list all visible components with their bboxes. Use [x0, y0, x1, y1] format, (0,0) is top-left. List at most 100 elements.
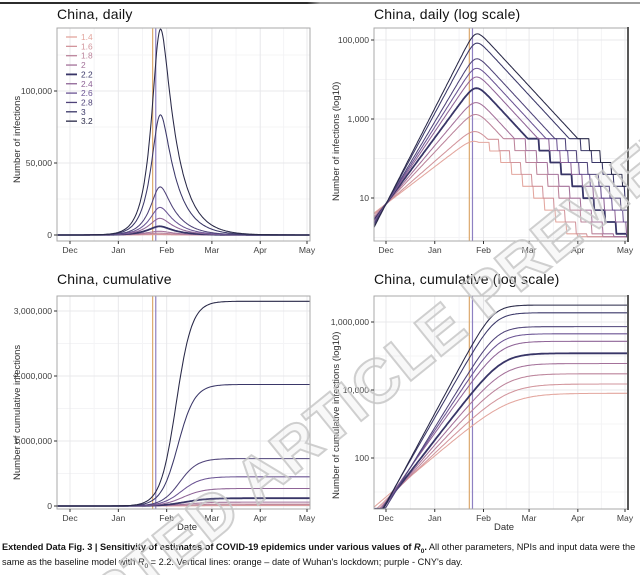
- series-line-r0-2.8: [57, 186, 310, 236]
- series-line-r0-2.4: [374, 340, 628, 509]
- x-tick-label: Dec: [62, 513, 78, 523]
- panel-1: Dec Jan Feb Mar Apr May 10 1,000 100,000: [338, 27, 634, 255]
- x-tick-label: Mar: [204, 513, 219, 523]
- x-tick-label: Feb: [159, 245, 174, 255]
- y-tick-label: 100,000: [21, 86, 52, 96]
- legend-label-r0-2.6: 2.6: [81, 88, 93, 98]
- y-tick-label: 1,000,000: [14, 436, 52, 446]
- x-tick-label: May: [617, 513, 634, 523]
- y-tick-label: 0: [47, 501, 52, 511]
- x-tick-label: Dec: [378, 245, 394, 255]
- y-tick-label: 1,000,000: [331, 317, 369, 327]
- series-line-r0-3.2: [374, 304, 628, 509]
- x-axis-label-cumulative-log: Date: [494, 522, 515, 533]
- panel-3: Dec Jan Feb Mar Apr May 100 10,000 1,000,000: [331, 295, 634, 523]
- series-line-r0-3: [374, 312, 628, 509]
- y-tick-label: 10,000: [343, 385, 370, 395]
- series-line-r0-3: [374, 42, 628, 228]
- curves: [374, 304, 628, 509]
- figure-caption: Extended Data Fig. 3 | Sensitivity of es…: [2, 542, 636, 571]
- x-tick-label: Jan: [111, 513, 125, 523]
- x-tick-label: Feb: [476, 245, 491, 255]
- panel-title-daily: China, daily: [57, 6, 133, 22]
- series-line-r0-3.2: [57, 300, 310, 507]
- series-line-r0-2.6: [374, 67, 628, 224]
- series-line-r0-2.6: [374, 333, 628, 509]
- x-tick-label: Jan: [111, 245, 125, 255]
- x-tick-label: Mar: [522, 245, 537, 255]
- series-line-r0-1.6: [374, 383, 628, 509]
- panel-border: [56, 295, 311, 510]
- series-line-r0-1.8: [374, 113, 628, 238]
- x-tick-label: Dec: [378, 513, 394, 523]
- y-axis-label-daily-log: Number of infections (log10): [331, 81, 342, 201]
- caption-r0-symbol-2: R: [137, 557, 145, 568]
- y-tick-label: 100: [355, 453, 370, 463]
- series-line-r0-2.4: [57, 487, 310, 507]
- caption-bold: Extended Data Fig. 3 | Sensitivity of es…: [2, 542, 415, 552]
- x-tick-label: Apr: [254, 245, 268, 255]
- x-axis-label-cumulative: Date: [177, 522, 198, 533]
- y-tick-label: 0: [47, 230, 52, 240]
- x-tick-label: Feb: [476, 513, 491, 523]
- curves: [57, 300, 310, 507]
- y-tick-label: 50,000: [26, 158, 53, 168]
- panel-title-daily-log: China, daily (log scale): [374, 6, 521, 22]
- legend-label-r0-2.2: 2.2: [81, 69, 93, 79]
- legend-label-r0-1.8: 1.8: [81, 51, 93, 61]
- series-line-r0-1.4: [374, 140, 628, 238]
- x-tick-label: Apr: [571, 513, 585, 523]
- series-line-r0-2: [374, 102, 628, 238]
- panel-0: Dec Jan Feb Mar Apr May 0 50,000 100,000 1.41.61.…: [21, 27, 316, 255]
- panel-border: [373, 27, 629, 242]
- y-tick-label: 10: [359, 193, 369, 203]
- x-tick-label: Apr: [571, 245, 585, 255]
- series-line-r0-1.6: [374, 130, 628, 238]
- series-line-r0-3: [57, 383, 310, 507]
- y-axis-label-cumulative: Number of cumulative infections: [12, 344, 23, 480]
- x-tick-label: May: [299, 245, 316, 255]
- legend-label-r0-3.2: 3.2: [81, 116, 93, 126]
- x-tick-label: Jan: [428, 513, 442, 523]
- x-tick-label: Dec: [62, 245, 78, 255]
- y-axis-label-daily: Number of infections: [12, 95, 23, 183]
- curves: [57, 28, 310, 236]
- series-line-r0-3.2: [57, 28, 310, 236]
- legend-label-r0-3: 3: [81, 107, 86, 117]
- legend-label-r0-1.4: 1.4: [81, 32, 93, 42]
- series-line-r0-1.4: [374, 392, 628, 508]
- curves: [374, 33, 628, 238]
- series-line-r0-2.2: [374, 87, 628, 238]
- series-line-r0-1.8: [374, 373, 628, 509]
- x-tick-label: Mar: [204, 245, 219, 255]
- x-tick-label: Apr: [254, 513, 268, 523]
- y-axis-label-cumulative-log: Number of cumulative infections (log10): [331, 331, 342, 499]
- x-tick-label: May: [617, 245, 634, 255]
- legend-label-r0-2: 2: [81, 60, 86, 70]
- caption-normal-2: = 2.2. Vertical lines: orange – date of …: [148, 557, 463, 568]
- legend-label-r0-2.4: 2.4: [81, 79, 93, 89]
- legend-label-r0-2.8: 2.8: [81, 97, 93, 107]
- caption-r0-symbol: R: [414, 542, 421, 552]
- y-tick-label: 100,000: [338, 35, 369, 45]
- series-line-r0-3.2: [374, 33, 628, 229]
- y-tick-label: 3,000,000: [14, 306, 52, 316]
- page-top-rule: [0, 2, 640, 4]
- y-tick-label: 2,000,000: [14, 371, 52, 381]
- r0-legend: 1.41.61.822.22.42.62.833.2: [66, 32, 93, 126]
- panel-title-cumulative: China, cumulative: [57, 271, 172, 287]
- series-line-r0-2: [374, 362, 628, 509]
- x-tick-label: Mar: [522, 513, 537, 523]
- series-line-r0-2.2: [374, 352, 628, 509]
- caption-normal-1: All other parameters, NPIs and input dat…: [2, 542, 636, 568]
- x-tick-label: Feb: [159, 513, 174, 523]
- y-tick-label: 1,000: [347, 114, 369, 124]
- panel-title-cumulative-log: China, cumulative (log scale): [374, 271, 560, 287]
- series-line-r0-2.8: [374, 326, 628, 509]
- legend-label-r0-1.6: 1.6: [81, 41, 93, 51]
- x-tick-label: Jan: [428, 245, 442, 255]
- x-tick-label: May: [299, 513, 316, 523]
- series-line-r0-2.4: [374, 76, 628, 235]
